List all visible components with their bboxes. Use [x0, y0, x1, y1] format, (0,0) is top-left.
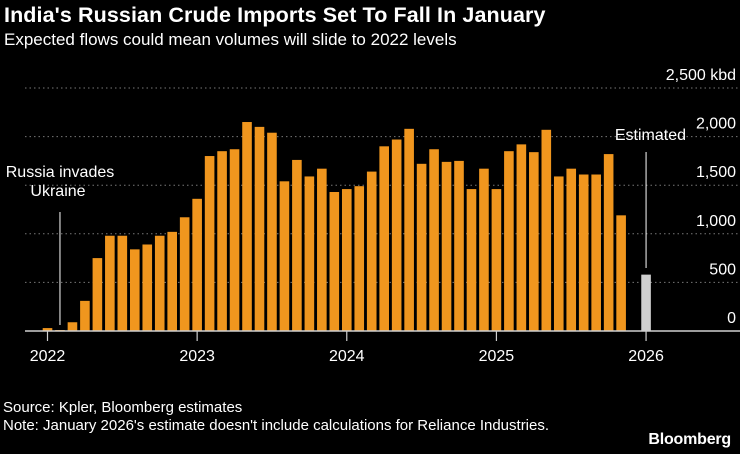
- source-text: Source: Kpler, Bloomberg estimates: [3, 399, 243, 416]
- bar: [429, 149, 439, 331]
- y-tick-label: 2,500 kbd: [666, 67, 736, 84]
- bar: [80, 300, 90, 331]
- bloomberg-logo: Bloomberg: [648, 431, 731, 448]
- bar: [379, 146, 389, 331]
- bar: [354, 186, 365, 331]
- bar: [167, 231, 177, 331]
- bar: [279, 181, 290, 331]
- bar: [92, 258, 103, 331]
- x-tick-label: 2026: [628, 348, 664, 365]
- x-tick-label: 2023: [179, 348, 215, 365]
- bar: [529, 152, 539, 331]
- x-tick-label: 2022: [30, 348, 66, 365]
- bar: [304, 176, 315, 331]
- annotation-invasion-line1: Russia invades: [6, 164, 115, 181]
- bar: [217, 151, 227, 331]
- y-tick-label: 1,500: [696, 164, 736, 181]
- y-tick-label: 500: [709, 261, 736, 278]
- y-tick-label: 2,000: [696, 116, 736, 133]
- bar: [254, 126, 265, 331]
- bar: [454, 160, 464, 331]
- annotation-estimated: Estimated: [615, 127, 686, 144]
- bar: [329, 192, 340, 331]
- bar: [179, 217, 190, 331]
- bar: [67, 322, 78, 331]
- bar: [242, 122, 252, 332]
- bar: [616, 215, 626, 331]
- bar: [504, 151, 514, 331]
- bar: [105, 235, 115, 331]
- footnotes: Source: Kpler, Bloomberg estimates Note:…: [3, 399, 563, 434]
- bar: [566, 168, 577, 331]
- y-tick-label: 0: [727, 310, 736, 327]
- bar: [441, 161, 452, 331]
- x-tick-label: 2024: [329, 348, 365, 365]
- annotation-invasion-line2: Ukraine: [30, 183, 85, 200]
- x-tick-label: 2025: [479, 348, 515, 365]
- bar: [192, 198, 202, 331]
- bar: [603, 154, 614, 331]
- bar: [142, 244, 153, 331]
- bar: [591, 174, 601, 331]
- bar: [229, 149, 240, 331]
- bar: [154, 235, 165, 331]
- bar: [479, 168, 489, 331]
- bar: [553, 176, 564, 331]
- bar: [466, 189, 477, 331]
- y-tick-label: 1,000: [696, 213, 736, 230]
- bar: [516, 144, 527, 331]
- bar: [578, 174, 589, 331]
- bar: [292, 159, 302, 331]
- bar: [317, 168, 327, 331]
- bar: [341, 189, 352, 331]
- bar: [42, 328, 53, 331]
- bar: [366, 171, 377, 331]
- bar: [204, 156, 215, 331]
- bar: [117, 235, 128, 331]
- chart-subtitle: Expected flows could mean volumes will s…: [4, 30, 457, 49]
- bar: [129, 249, 140, 331]
- bar: [541, 129, 552, 331]
- bar: [267, 132, 277, 331]
- bar: [416, 163, 427, 331]
- note-text: Note: January 2026's estimate doesn't in…: [3, 416, 550, 434]
- bar: [404, 128, 414, 331]
- estimated-bar: [641, 274, 651, 331]
- chart-title: India's Russian Crude Imports Set To Fal…: [4, 3, 546, 27]
- bar: [391, 139, 402, 331]
- bar: [491, 189, 502, 331]
